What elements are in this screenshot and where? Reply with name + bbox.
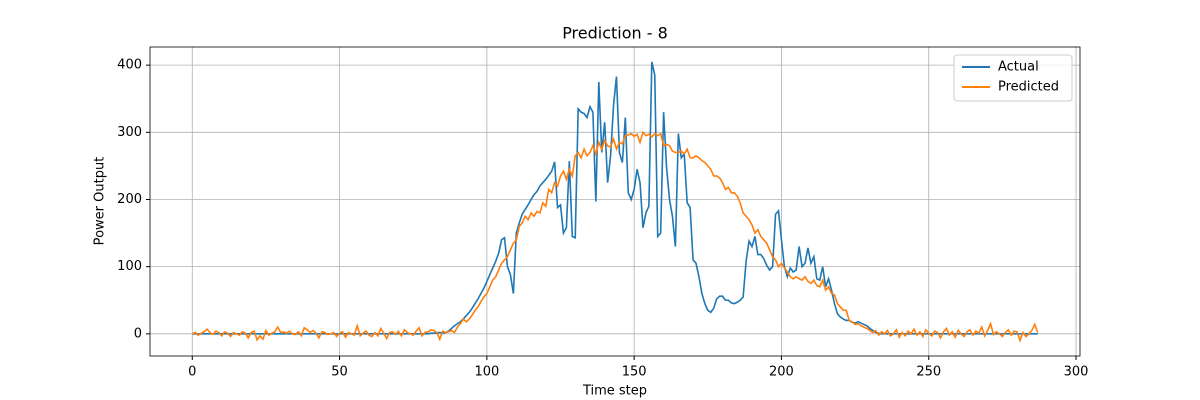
x-tick-label: 50 <box>331 365 348 380</box>
series-line <box>191 130 1039 343</box>
y-tick-label: 0 <box>134 326 142 341</box>
legend-label: Actual <box>998 60 1039 75</box>
x-tick-label: 100 <box>474 365 499 380</box>
legend: Actual Predicted <box>953 54 1073 102</box>
x-tick-label: 150 <box>622 365 647 380</box>
x-axis-label: Time step <box>582 384 647 399</box>
x-tick-label: 200 <box>769 365 794 380</box>
y-tick-label: 100 <box>117 259 142 274</box>
y-axis-label: Power Output <box>93 157 108 246</box>
legend-label: Predicted <box>998 80 1059 95</box>
y-tick-label: 200 <box>117 192 142 207</box>
x-tick-label: 300 <box>1064 365 1089 380</box>
x-tick-label: 250 <box>916 365 941 380</box>
chart-title: Prediction - 8 <box>562 24 668 43</box>
x-tick-label: 0 <box>188 365 196 380</box>
series-line <box>192 61 1038 335</box>
axes-frame <box>149 46 1081 357</box>
y-tick-label: 400 <box>117 58 142 73</box>
y-tick-label: 300 <box>117 125 142 140</box>
